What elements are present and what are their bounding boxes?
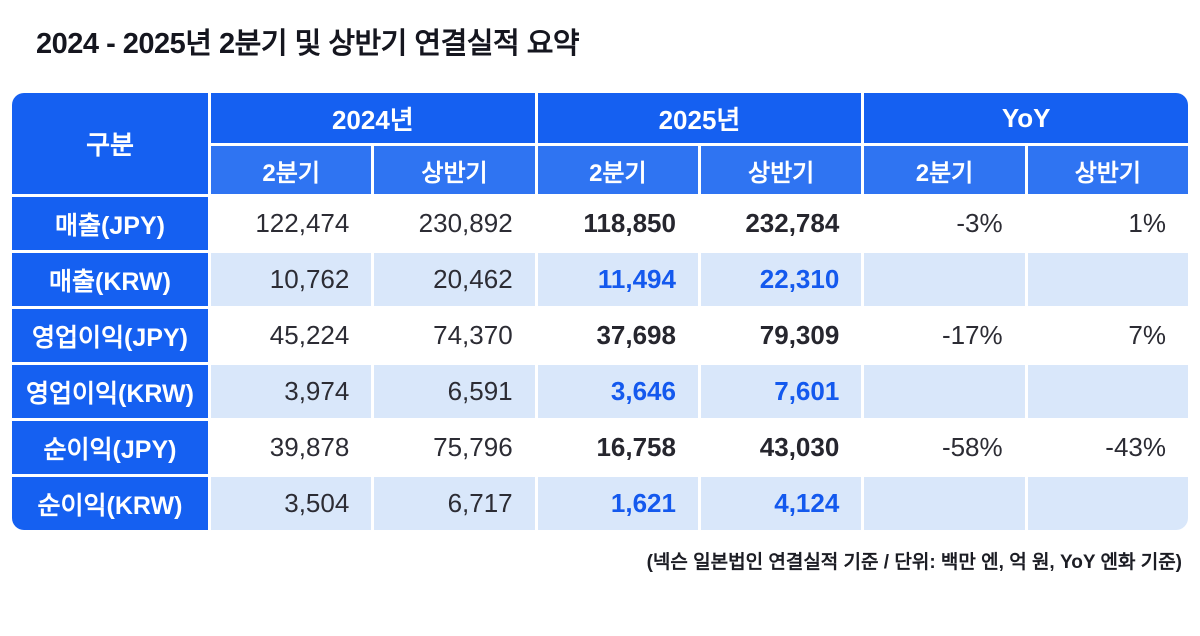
- cell-2024-h1: 6,717: [374, 477, 535, 530]
- table-row-netincome-jpy: 순이익(JPY) 39,878 75,796 16,758 43,030 -58…: [12, 421, 1188, 474]
- subcol-yoy-h1: 상반기: [1027, 146, 1188, 194]
- cell-2024-h1: 74,370: [374, 309, 535, 362]
- cell-yoy-h1: -43%: [1027, 421, 1188, 474]
- subcol-2025-q2: 2분기: [537, 146, 698, 194]
- cell-2024-q2: 45,224: [211, 309, 372, 362]
- row-label: 영업이익(JPY): [12, 309, 208, 362]
- cell-2025-h1: 232,784: [700, 197, 862, 250]
- cell-2025-q2: 11,494: [537, 253, 698, 306]
- cell-2025-h1: 22,310: [700, 253, 862, 306]
- table-row-revenue-jpy: 매출(JPY) 122,474 230,892 118,850 232,784 …: [12, 197, 1188, 250]
- col-header-gubun: 구분: [12, 93, 208, 194]
- cell-2025-h1: 4,124: [700, 477, 862, 530]
- cell-2025-q2: 1,621: [537, 477, 698, 530]
- cell-2024-h1: 20,462: [374, 253, 535, 306]
- cell-2025-q2: 3,646: [537, 365, 698, 418]
- col-group-yoy: YoY: [864, 93, 1188, 143]
- cell-2024-q2: 10,762: [211, 253, 372, 306]
- col-group-2025: 2025년: [537, 93, 862, 143]
- cell-2024-q2: 3,974: [211, 365, 372, 418]
- cell-2024-h1: 75,796: [374, 421, 535, 474]
- cell-2024-h1: 230,892: [374, 197, 535, 250]
- cell-2024-q2: 39,878: [211, 421, 372, 474]
- header-group-row: 구분 2024년 2025년 YoY: [12, 93, 1188, 194]
- subcol-yoy-q2: 2분기: [864, 146, 1025, 194]
- cell-2024-q2: 122,474: [211, 197, 372, 250]
- cell-yoy-h1: 1%: [1027, 197, 1188, 250]
- subcol-2025-h1: 상반기: [700, 146, 862, 194]
- footnote: (넥슨 일본법인 연결실적 기준 / 단위: 백만 엔, 억 원, YoY 엔화…: [646, 552, 1182, 573]
- cell-yoy-q2: -3%: [864, 197, 1025, 250]
- cell-2025-h1: 79,309: [700, 309, 862, 362]
- cell-2024-h1: 6,591: [374, 365, 535, 418]
- cell-yoy-q2: [864, 477, 1025, 530]
- header-sub-row: 2분기 상반기 2분기 상반기 2분기 상반기: [12, 146, 1188, 194]
- cell-2024-q2: 3,504: [211, 477, 372, 530]
- row-label: 매출(JPY): [12, 197, 208, 250]
- col-group-2024: 2024년: [211, 93, 535, 143]
- cell-2025-q2: 37,698: [537, 309, 698, 362]
- cell-2025-q2: 118,850: [537, 197, 698, 250]
- results-table: 구분 2024년 2025년 YoY 2분기 상반기 2분기 상반기 2분기 상…: [9, 90, 1191, 533]
- cell-yoy-h1: 7%: [1027, 309, 1188, 362]
- row-label: 순이익(JPY): [12, 421, 208, 474]
- financial-summary-table: 구분 2024년 2025년 YoY 2분기 상반기 2분기 상반기 2분기 상…: [9, 90, 1191, 533]
- cell-2025-q2: 16,758: [537, 421, 698, 474]
- row-label: 영업이익(KRW): [12, 365, 208, 418]
- table-row-opincome-jpy: 영업이익(JPY) 45,224 74,370 37,698 79,309 -1…: [12, 309, 1188, 362]
- cell-yoy-h1: [1027, 253, 1188, 306]
- table-row-opincome-krw: 영업이익(KRW) 3,974 6,591 3,646 7,601: [12, 365, 1188, 418]
- cell-2025-h1: 7,601: [700, 365, 862, 418]
- subcol-2024-h1: 상반기: [374, 146, 535, 194]
- cell-yoy-h1: [1027, 365, 1188, 418]
- cell-2025-h1: 43,030: [700, 421, 862, 474]
- cell-yoy-q2: -58%: [864, 421, 1025, 474]
- cell-yoy-h1: [1027, 477, 1188, 530]
- cell-yoy-q2: -17%: [864, 309, 1025, 362]
- subcol-2024-q2: 2분기: [211, 146, 372, 194]
- cell-yoy-q2: [864, 365, 1025, 418]
- row-label: 매출(KRW): [12, 253, 208, 306]
- table-row-netincome-krw: 순이익(KRW) 3,504 6,717 1,621 4,124: [12, 477, 1188, 530]
- row-label: 순이익(KRW): [12, 477, 208, 530]
- page-title: 2024 - 2025년 2분기 및 상반기 연결실적 요약: [36, 28, 580, 60]
- table-row-revenue-krw: 매출(KRW) 10,762 20,462 11,494 22,310: [12, 253, 1188, 306]
- cell-yoy-q2: [864, 253, 1025, 306]
